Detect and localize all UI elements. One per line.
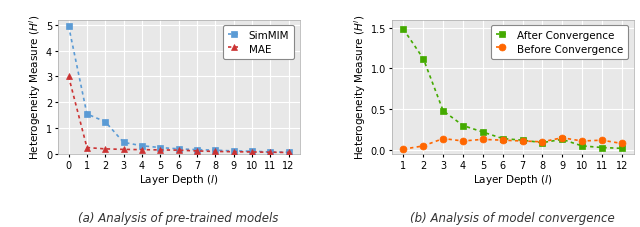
X-axis label: Layer Depth ($l$): Layer Depth ($l$) bbox=[139, 173, 218, 187]
Text: (b) Analysis of model convergence: (b) Analysis of model convergence bbox=[410, 211, 615, 224]
After Convergence bbox=[538, 142, 546, 144]
After Convergence bbox=[558, 138, 566, 141]
After Convergence bbox=[618, 147, 625, 150]
Line: MAE: MAE bbox=[65, 74, 292, 156]
After Convergence bbox=[459, 125, 467, 127]
MAE bbox=[211, 151, 219, 153]
MAE bbox=[65, 76, 72, 79]
After Convergence bbox=[518, 139, 526, 142]
SimMIM bbox=[175, 148, 182, 151]
After Convergence bbox=[419, 58, 427, 61]
SimMIM bbox=[193, 149, 201, 151]
Y-axis label: Heterogeneity Measure ($H^l$): Heterogeneity Measure ($H^l$) bbox=[28, 15, 43, 160]
After Convergence bbox=[499, 138, 506, 140]
MAE bbox=[285, 151, 292, 154]
MAE bbox=[138, 149, 146, 151]
SimMIM bbox=[83, 113, 91, 116]
SimMIM bbox=[285, 151, 292, 154]
MAE bbox=[230, 151, 237, 153]
MAE bbox=[101, 148, 109, 151]
Before Convergence bbox=[578, 140, 586, 143]
Before Convergence bbox=[459, 140, 467, 143]
SimMIM bbox=[138, 145, 146, 148]
Before Convergence bbox=[439, 138, 447, 140]
SimMIM bbox=[266, 151, 274, 154]
SimMIM bbox=[101, 121, 109, 123]
Line: After Convergence: After Convergence bbox=[400, 27, 625, 152]
Before Convergence bbox=[518, 140, 526, 143]
Before Convergence bbox=[499, 139, 506, 142]
MAE bbox=[266, 151, 274, 154]
MAE bbox=[83, 147, 91, 149]
Before Convergence bbox=[479, 138, 486, 141]
Before Convergence bbox=[618, 143, 625, 145]
After Convergence bbox=[598, 146, 605, 149]
SimMIM bbox=[230, 150, 237, 153]
Before Convergence bbox=[598, 139, 605, 142]
MAE bbox=[193, 150, 201, 153]
MAE bbox=[120, 148, 127, 151]
Before Convergence bbox=[558, 137, 566, 139]
MAE bbox=[156, 149, 164, 152]
Line: SimMIM: SimMIM bbox=[65, 23, 292, 156]
After Convergence bbox=[479, 131, 486, 134]
Before Convergence bbox=[399, 148, 407, 151]
Text: (a) Analysis of pre-trained models: (a) Analysis of pre-trained models bbox=[79, 211, 279, 224]
MAE bbox=[248, 151, 256, 154]
After Convergence bbox=[399, 29, 407, 32]
Before Convergence bbox=[538, 141, 546, 143]
Legend: SimMIM, MAE: SimMIM, MAE bbox=[223, 26, 294, 59]
After Convergence bbox=[439, 110, 447, 113]
X-axis label: Layer Depth ($l$): Layer Depth ($l$) bbox=[473, 173, 552, 187]
MAE bbox=[175, 149, 182, 152]
SimMIM bbox=[65, 25, 72, 28]
Line: Before Convergence: Before Convergence bbox=[400, 135, 625, 153]
Before Convergence bbox=[419, 145, 427, 148]
Legend: After Convergence, Before Convergence: After Convergence, Before Convergence bbox=[491, 26, 628, 59]
SimMIM bbox=[248, 150, 256, 153]
SimMIM bbox=[211, 149, 219, 152]
SimMIM bbox=[156, 147, 164, 149]
Y-axis label: Heterogeneity Measure ($H^l$): Heterogeneity Measure ($H^l$) bbox=[352, 15, 368, 160]
SimMIM bbox=[120, 141, 127, 144]
After Convergence bbox=[578, 145, 586, 148]
